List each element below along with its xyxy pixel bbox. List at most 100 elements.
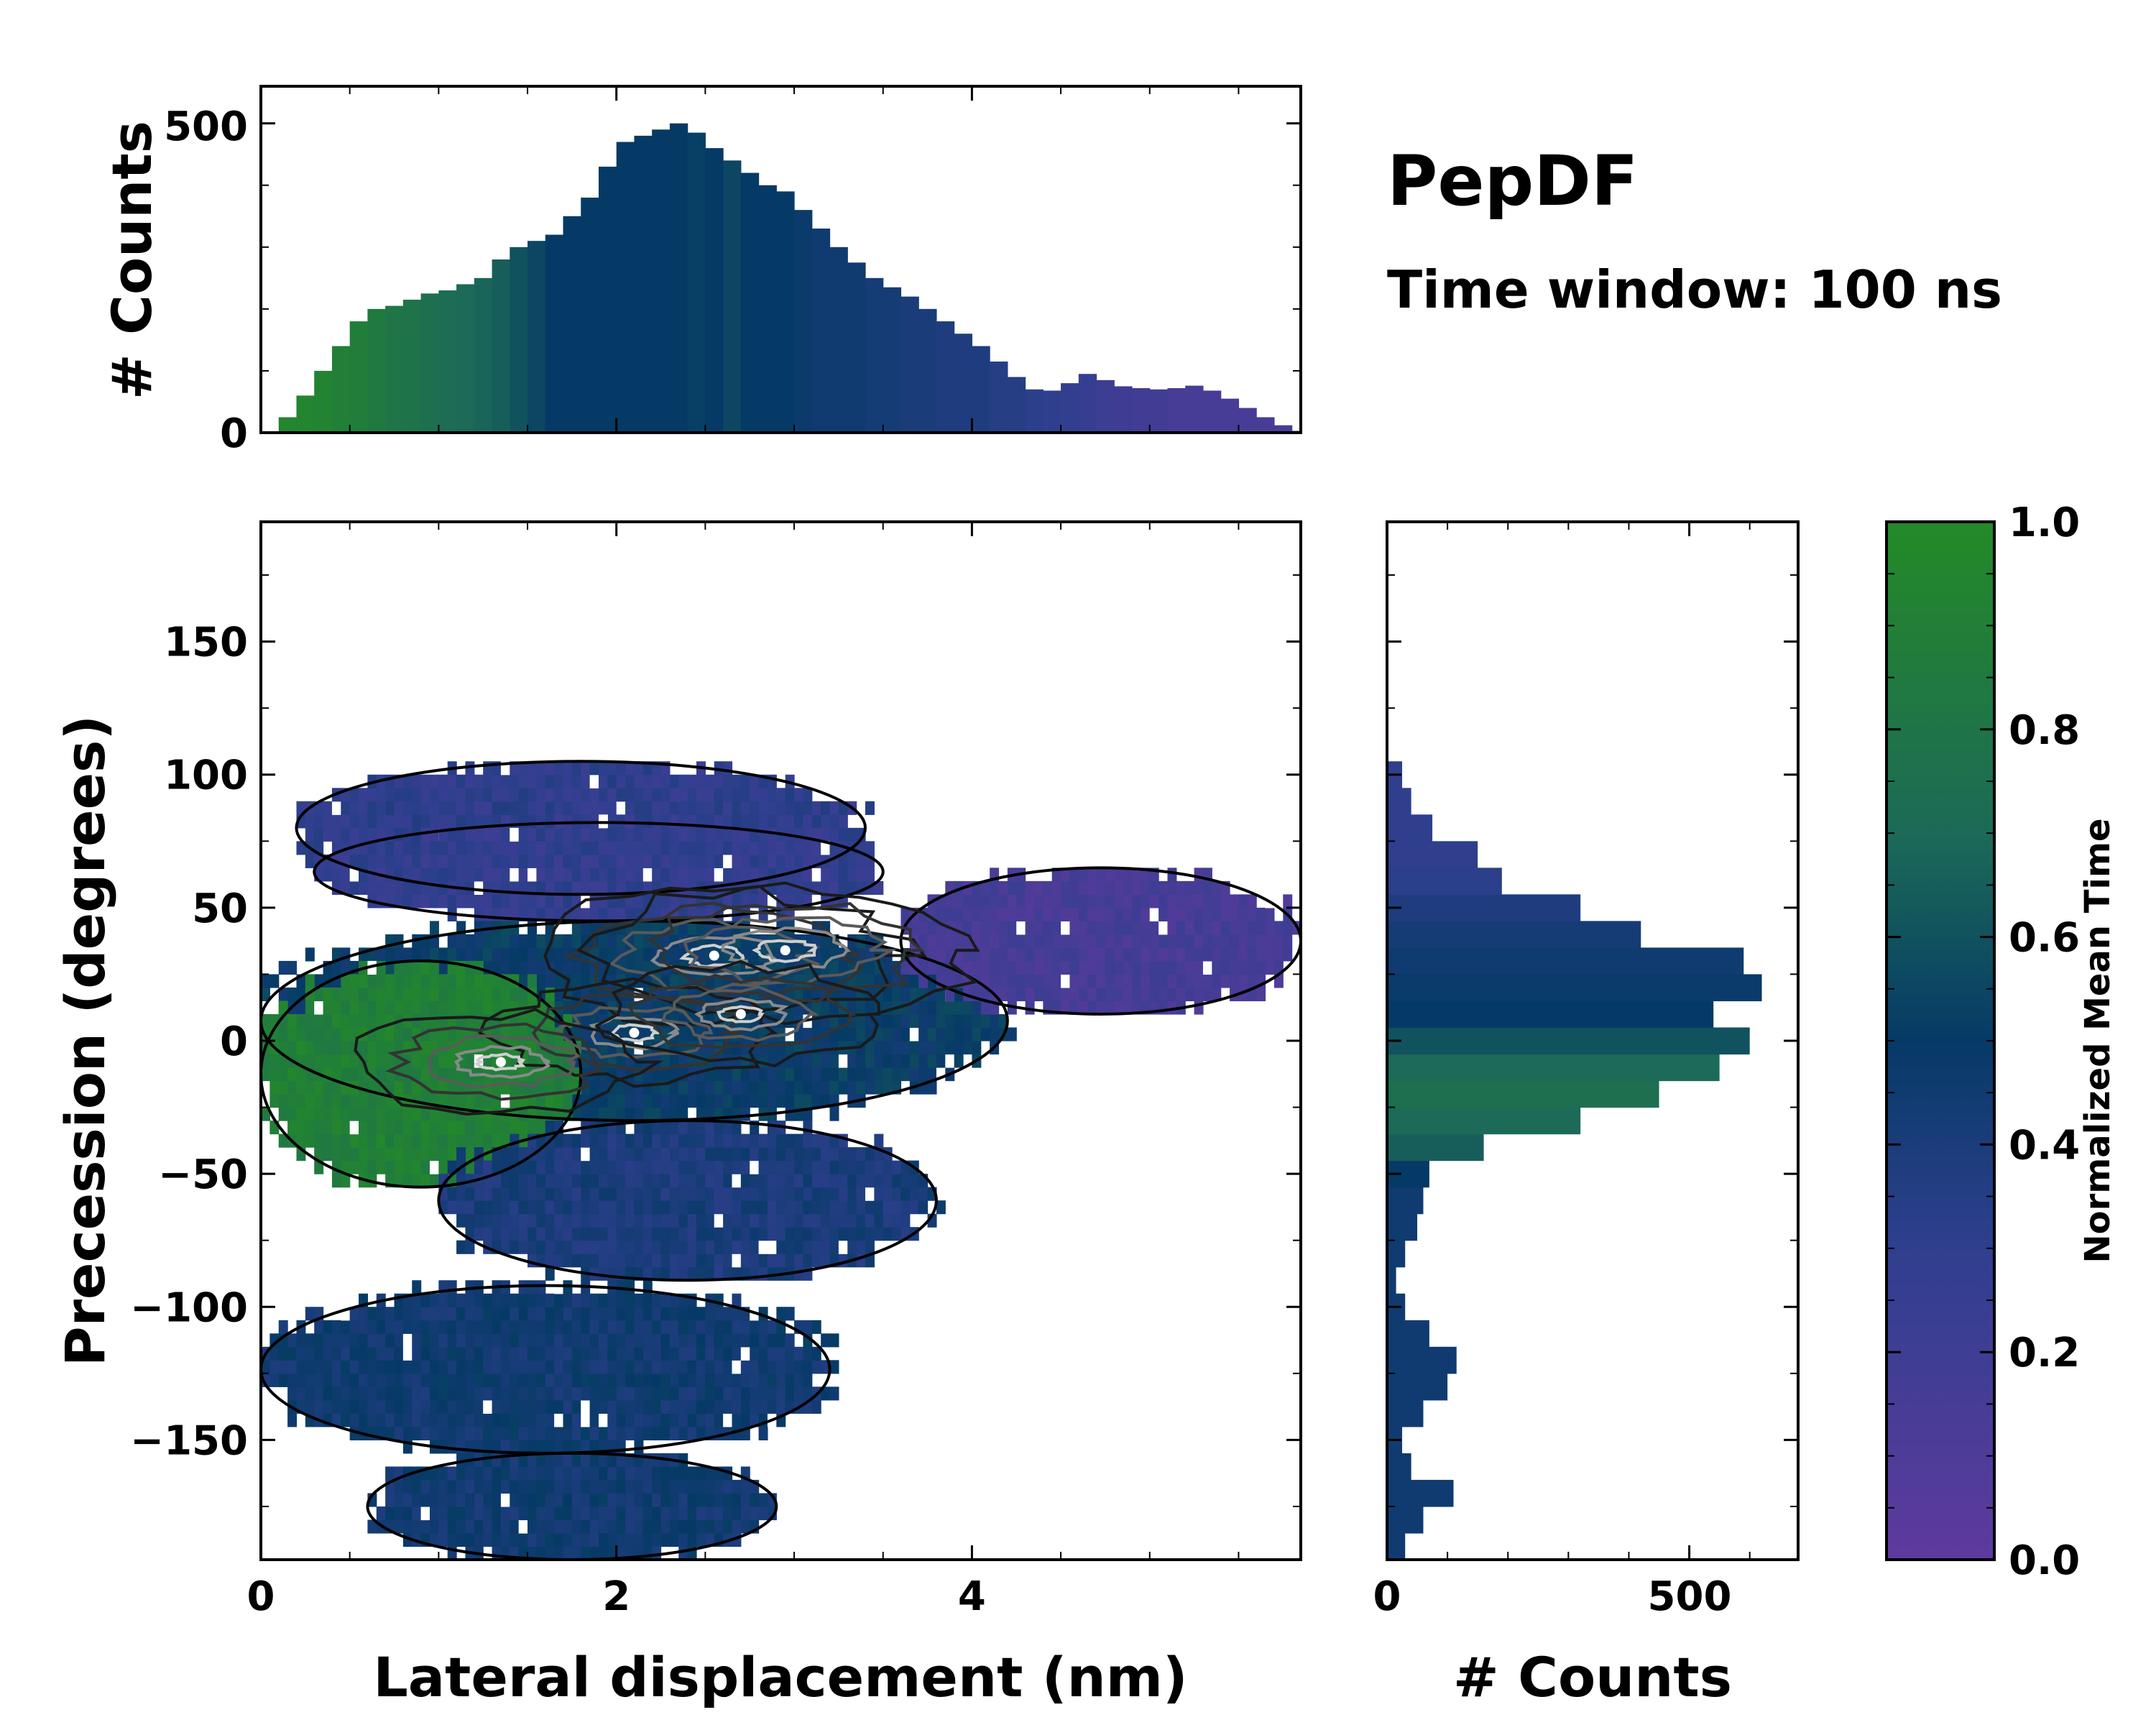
heatmap-cell xyxy=(367,841,377,855)
heatmap-cell xyxy=(510,1200,520,1215)
heatmap-cell xyxy=(385,1399,395,1414)
heatmap-cell xyxy=(536,1532,546,1547)
heatmap-cell xyxy=(510,921,520,935)
heatmap-cell xyxy=(785,1360,795,1374)
heatmap-cell xyxy=(261,1360,270,1374)
heatmap-cell xyxy=(892,1174,902,1188)
heatmap-cell xyxy=(750,1174,760,1188)
heatmap-cell xyxy=(581,1320,591,1334)
heatmap-cell xyxy=(758,1493,768,1507)
heatmap-cell xyxy=(642,1094,653,1108)
heatmap-cell xyxy=(678,1506,688,1521)
heatmap-cell xyxy=(1283,921,1293,935)
heatmap-cell xyxy=(990,947,1000,962)
heatmap-cell xyxy=(385,1307,395,1321)
heatmap-cell xyxy=(456,788,466,802)
heatmap-cell xyxy=(420,1107,430,1121)
heatmap-cell xyxy=(394,947,404,962)
heatmap-cell xyxy=(847,1174,857,1188)
heatmap-cell xyxy=(714,1399,724,1414)
heatmap-cell xyxy=(678,1373,688,1387)
heatmap-cell xyxy=(385,1133,395,1148)
heatmap-cell xyxy=(954,934,964,949)
heatmap-cell xyxy=(936,1041,946,1055)
heatmap-cell xyxy=(349,827,359,842)
heatmap-cell xyxy=(652,1506,662,1521)
heatmap-cell xyxy=(669,1200,679,1215)
heatmap-cell xyxy=(705,1133,715,1148)
heatmap-cell xyxy=(545,854,555,868)
heatmap-cell xyxy=(607,774,617,788)
heatmap-cell xyxy=(438,1307,448,1321)
heatmap-cell xyxy=(456,1479,466,1494)
heatmap-cell xyxy=(554,801,564,815)
heatmap-cell xyxy=(385,1027,395,1041)
heatmap-cell xyxy=(341,1386,351,1401)
heatmap-cell xyxy=(642,868,653,882)
heatmap-cell xyxy=(669,868,679,882)
heatmap-cell xyxy=(1167,880,1177,895)
heatmap-cell xyxy=(909,1054,919,1068)
heatmap-cell xyxy=(972,1013,982,1029)
heatmap-cell xyxy=(359,880,369,895)
heatmap-cell xyxy=(794,801,804,815)
heatmap-cell xyxy=(394,1107,404,1121)
heatmap-cell xyxy=(545,1213,555,1228)
heatmap-cell xyxy=(563,854,573,868)
heatmap-cell xyxy=(723,1213,733,1228)
heatmap-cell xyxy=(1114,880,1124,895)
heatmap-cell xyxy=(1096,880,1106,895)
heatmap-cell xyxy=(696,1227,706,1241)
heatmap-cell xyxy=(660,1346,671,1361)
heatmap-cell xyxy=(865,1000,875,1015)
heatmap-cell xyxy=(589,774,599,788)
heatmap-cell xyxy=(492,1519,502,1534)
heatmap-cell xyxy=(349,1133,359,1148)
heatmap-cell xyxy=(838,868,848,882)
heatmap-cell xyxy=(465,1133,475,1148)
heatmap-cell xyxy=(856,1160,866,1174)
heatmap-cell xyxy=(1176,934,1186,949)
heatmap-cell xyxy=(669,788,679,802)
heatmap-cell xyxy=(785,1373,795,1387)
heatmap-cell xyxy=(581,960,591,975)
heatmap-cell xyxy=(883,1187,893,1201)
heatmap-cell xyxy=(500,934,510,949)
heatmap-cell xyxy=(696,1174,706,1188)
heatmap-cell xyxy=(918,1187,929,1201)
heatmap-cell xyxy=(278,1000,288,1015)
heatmap-cell xyxy=(341,868,351,882)
heatmap-cell xyxy=(696,1506,706,1521)
heatmap-cell xyxy=(412,774,422,788)
heatmap-cell xyxy=(589,1413,599,1427)
heatmap-cell xyxy=(349,868,359,882)
heatmap-cell xyxy=(803,1147,813,1162)
heatmap-cell xyxy=(598,774,608,788)
heatmap-cell xyxy=(420,1506,430,1521)
heatmap-cell xyxy=(1158,947,1169,962)
heatmap-cell xyxy=(642,947,653,962)
heatmap-cell xyxy=(1025,921,1035,935)
heatmap-cell xyxy=(1291,960,1301,975)
heatmap-cell xyxy=(1007,987,1017,1002)
heatmap-cell xyxy=(278,987,288,1002)
heatmap-cell xyxy=(616,1546,626,1560)
heatmap-cell xyxy=(412,1479,422,1494)
heatmap-cell xyxy=(732,1240,742,1254)
heatmap-cell xyxy=(1256,907,1266,921)
heatmap-cell xyxy=(492,854,502,868)
heatmap-cell xyxy=(465,1413,475,1427)
heatmap-cell xyxy=(589,1227,599,1241)
heatmap-cell xyxy=(642,774,653,788)
heatmap-cell xyxy=(500,1479,510,1494)
heatmap-cell xyxy=(652,1266,662,1281)
heatmap-cell xyxy=(998,921,1008,935)
heatmap-cell xyxy=(687,1307,697,1321)
heatmap-region-boundary xyxy=(437,1119,938,1282)
heatmap-cell xyxy=(785,1346,795,1361)
heatmap-cell xyxy=(385,1320,395,1334)
heatmap-cell xyxy=(261,1013,270,1029)
heatmap-cell xyxy=(616,801,626,815)
heatmap-cell xyxy=(598,1213,608,1228)
